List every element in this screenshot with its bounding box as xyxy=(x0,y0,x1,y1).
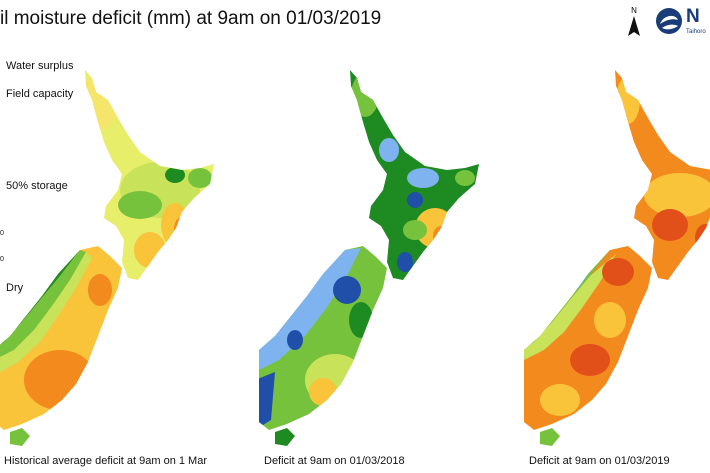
north-arrow-icon: N xyxy=(628,6,640,36)
page-title: il moisture deficit (mm) at 9am on 01/03… xyxy=(0,8,382,29)
south-island xyxy=(259,246,387,430)
logo-subtext: Taihoro xyxy=(686,29,706,35)
niwa-logo: N Taihoro xyxy=(654,4,710,38)
logo-swirl-icon xyxy=(656,8,682,34)
legend-tick: 0 xyxy=(0,230,4,237)
legend-label-field-capacity: Field capacity xyxy=(6,88,74,100)
logo-text: N xyxy=(686,6,700,27)
legend-label-dry: Dry xyxy=(6,282,24,294)
legend-label-50-storage: 50% storage xyxy=(6,180,68,192)
map-historical-average xyxy=(0,70,214,446)
map-2019 xyxy=(524,70,710,446)
legend-tick: 0 xyxy=(0,256,4,263)
caption-2018: Deficit at 9am on 01/03/2018 xyxy=(264,455,405,467)
legend-label-water-surplus: Water surplus xyxy=(6,60,74,72)
north-label: N xyxy=(631,6,637,15)
south-island xyxy=(0,246,122,430)
caption-historical: Historical average deficit at 9am on 1 M… xyxy=(4,455,207,467)
caption-2019: Deficit at 9am on 01/03/2019 xyxy=(529,455,670,467)
south-island xyxy=(524,246,652,430)
map-2018 xyxy=(259,70,479,446)
